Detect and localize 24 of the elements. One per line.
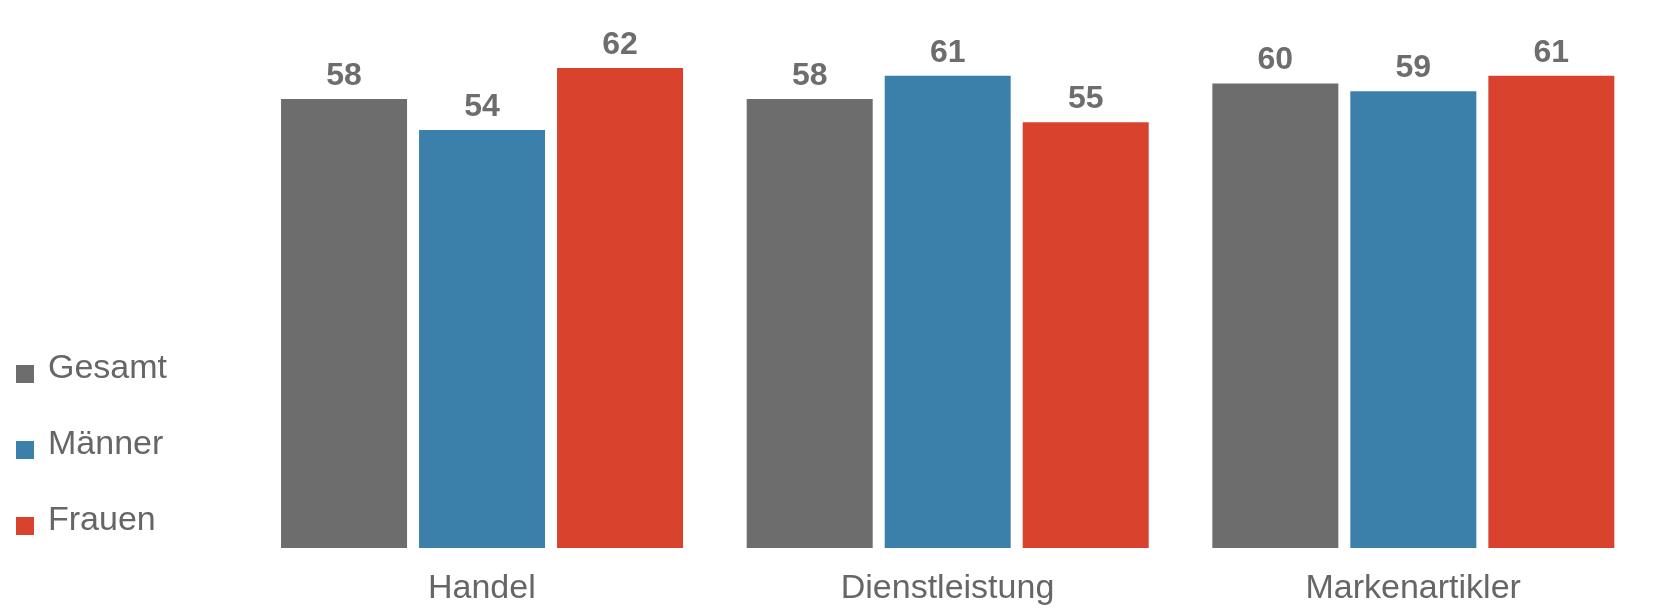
data-label: 59: [1395, 48, 1432, 85]
data-label: 61: [929, 32, 966, 69]
x-tick-label: Markenartikler: [1305, 567, 1521, 606]
bar: [746, 98, 873, 548]
bar: [1488, 75, 1615, 548]
bar: [557, 68, 684, 548]
data-label: 60: [1257, 40, 1294, 77]
data-label: 58: [791, 55, 828, 92]
data-label: 62: [602, 25, 638, 61]
bar: [1350, 91, 1477, 548]
bar: [1212, 83, 1339, 548]
data-label: 54: [464, 86, 501, 123]
legend-label: Gesamt: [48, 347, 168, 385]
legend-label: Frauen: [48, 499, 156, 537]
bar: [419, 129, 546, 548]
data-label: 55: [1067, 79, 1104, 116]
legend-label: Männer: [48, 423, 164, 461]
bar: [1022, 122, 1149, 548]
data-label: 61: [1533, 32, 1570, 69]
x-tick-label: Handel: [428, 567, 536, 606]
data-label: 58: [326, 55, 362, 92]
bar: [281, 98, 408, 548]
bar: [884, 75, 1011, 548]
x-tick-label: Dienstleistung: [840, 567, 1055, 606]
